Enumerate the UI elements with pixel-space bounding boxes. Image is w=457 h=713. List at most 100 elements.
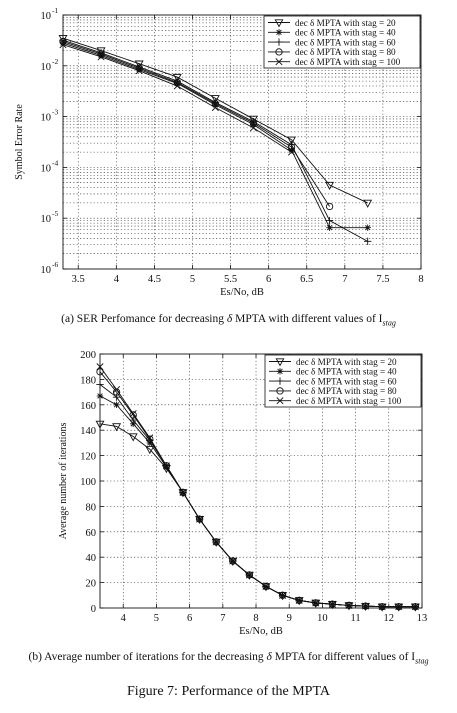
- series-line-4: [62, 41, 330, 207]
- axes-frame: [62, 14, 422, 270]
- data-point-series-4: [278, 591, 287, 599]
- caption-a-mid: MPTA with different values of I: [232, 313, 383, 325]
- data-point-series-5: [245, 571, 253, 579]
- y-tick-label: 10: [41, 11, 52, 22]
- data-point-series-5: [129, 410, 137, 418]
- y-tick-label: 10: [41, 214, 52, 225]
- data-point-series-5: [173, 82, 181, 90]
- legend-label: dec δ MPTA with stag = 80: [296, 386, 397, 396]
- y-axis-title: Average number of iterations: [58, 423, 69, 540]
- data-point-series-5: [362, 602, 370, 610]
- caption-b: (b) Average number of iterations for the…: [0, 651, 457, 665]
- data-point-series-1: [112, 423, 122, 432]
- data-point-series-4: [295, 596, 303, 605]
- y-tick-label: 120: [80, 452, 96, 463]
- data-point-series-5: [345, 601, 353, 609]
- y-tick-label: 180: [80, 375, 96, 386]
- data-point-series-4: [146, 435, 154, 443]
- y-tick-label: 40: [86, 553, 97, 564]
- x-tick-label: 6: [187, 613, 192, 624]
- data-point-series-2: [129, 420, 137, 428]
- data-point-series-5: [295, 596, 303, 604]
- data-point-series-5: [378, 603, 386, 611]
- y-tick-exponent: -3: [52, 108, 58, 117]
- legend-label: dec δ MPTA with stag = 100: [296, 396, 402, 406]
- data-point-series-5: [411, 603, 419, 611]
- x-tick-label: 7.5: [376, 274, 389, 285]
- data-point-series-5: [211, 104, 219, 112]
- data-point-series-1: [287, 136, 296, 145]
- caption-b-delta: δ: [266, 651, 272, 663]
- x-axis: 4 5 6 7 8 9 10 11 12 13: [121, 354, 427, 624]
- data-point-series-4: [262, 582, 270, 591]
- data-point-series-4: [287, 143, 296, 151]
- data-point-series-5: [113, 386, 121, 394]
- data-point-series-5: [96, 363, 104, 371]
- data-point-series-5: [135, 67, 143, 75]
- x-axis-title: Es/No, dB: [220, 287, 264, 298]
- y-tick-label: 10: [41, 62, 52, 73]
- y-axis-title: Symbol Error Rate: [14, 104, 25, 180]
- caption-b-prefix: (b) Average number of iterations for the…: [28, 651, 267, 663]
- y-tick-label: 0: [91, 604, 96, 615]
- y-tick-label: 160: [80, 401, 96, 412]
- legend-label: dec δ MPTA with stag = 20: [296, 357, 397, 367]
- x-tick-label: 8: [418, 274, 423, 285]
- x-axis: 3.5 4 4.5 5 5.5 6 6.5 7 7.5 8: [72, 15, 424, 285]
- y-tick-exponent: -6: [52, 260, 58, 269]
- data-point-series-5: [395, 603, 403, 611]
- data-point-series-4: [249, 119, 258, 127]
- data-point-series-4: [211, 99, 219, 108]
- y-tick-label: 60: [86, 528, 97, 539]
- x-tick-label: 12: [384, 613, 395, 624]
- data-point-series-5: [59, 41, 67, 49]
- x-tick-label: 3.5: [72, 274, 85, 285]
- x-tick-label: 10: [317, 613, 328, 624]
- x-tick-label: 4: [121, 613, 127, 624]
- data-point-series-1: [248, 115, 258, 124]
- y-tick-exponent: -1: [52, 6, 58, 15]
- data-point-series-1: [210, 95, 220, 104]
- y-tick-label: 20: [86, 579, 97, 590]
- data-point-series-5: [146, 434, 154, 442]
- legend-marker: [275, 358, 285, 367]
- data-point-series-1: [325, 181, 335, 190]
- legend-marker: [276, 368, 284, 375]
- y-tick-label: 200: [80, 350, 96, 361]
- legend-marker: [276, 387, 284, 395]
- y-tick-exponent: -4: [52, 158, 58, 167]
- data-point-series-5: [97, 53, 105, 61]
- legend-label: dec δ MPTA with stag = 40: [295, 28, 396, 38]
- x-tick-label: 7: [342, 274, 347, 285]
- data-point-series-5: [262, 582, 270, 590]
- x-tick-label: 5: [190, 274, 195, 285]
- chart-a: 3.5 4 4.5 5 5.5 6 6.5 7 7.5 810-610-510-410-310-2…: [14, 6, 424, 298]
- series-group: [95, 363, 420, 612]
- caption-a: (a) SER Perfomance for decreasing δ MPTA…: [0, 313, 457, 327]
- data-point-series-2: [113, 401, 120, 408]
- figure-caption: Figure 7: Performance of the MPTA: [127, 684, 330, 699]
- x-tick-label: 7: [220, 613, 225, 624]
- legend-marker: [275, 48, 283, 56]
- legend-label: dec δ MPTA with stag = 60: [295, 37, 396, 47]
- y-tick-label: 140: [80, 426, 96, 437]
- legend-marker: [276, 377, 284, 385]
- y-tick-exponent: -5: [52, 209, 58, 218]
- x-tick-label: 6: [266, 274, 271, 285]
- data-point-series-1: [128, 433, 138, 442]
- y-tick-exponent: -2: [52, 57, 58, 66]
- grid: [63, 15, 421, 269]
- x-tick-label: 9: [287, 613, 292, 624]
- data-point-series-5: [196, 515, 204, 523]
- data-point-series-1: [172, 73, 182, 83]
- data-point-series-4: [245, 571, 254, 579]
- data-point-series-4: [229, 557, 237, 565]
- data-point-series-4: [212, 538, 220, 546]
- data-point-series-5: [249, 124, 257, 132]
- data-point-series-5: [328, 600, 336, 608]
- data-point-series-2: [364, 224, 371, 231]
- legend-label: dec δ MPTA with stag = 40: [296, 367, 397, 377]
- y-tick-label: 10: [41, 113, 52, 124]
